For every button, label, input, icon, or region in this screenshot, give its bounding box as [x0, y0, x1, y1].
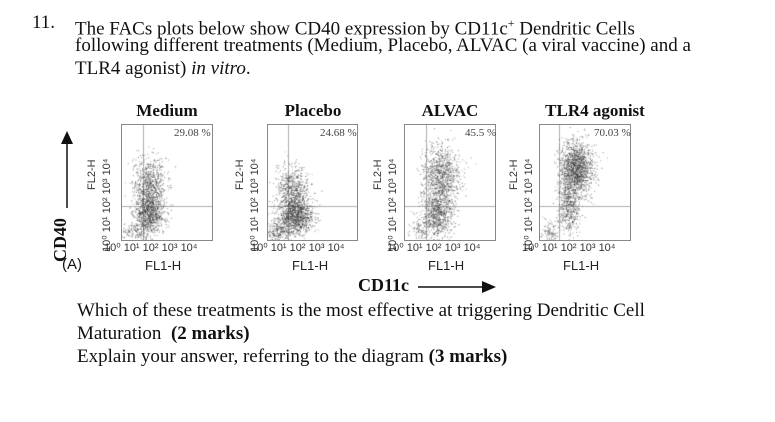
plot-percent-alvac: 45.5 % [465, 127, 497, 139]
scatter-alvac [405, 125, 495, 240]
question-line-3: TLR4 agonist) in vitro. [75, 58, 251, 80]
plot-ylabel-medium: FL2-H [86, 159, 98, 190]
subquestion-1-text: Maturation [77, 323, 171, 344]
plot-percent-placebo: 24.68 % [320, 127, 357, 139]
plot-title-medium: Medium [136, 101, 198, 120]
subquestion-1-line-1: Which of these treatments is the most ef… [77, 300, 645, 321]
panel-label: (A) [62, 256, 82, 273]
plot-xticks-tlr4: 10⁰ 10¹ 10² 10³ 10⁴ [522, 242, 616, 254]
plot-percent-tlr4: 70.03 % [594, 127, 631, 139]
question-number: 11. [32, 12, 56, 33]
plot-ylabel-tlr4: FL2-H [508, 159, 520, 190]
question-line-1-text: The FACs plots below show CD40 expressio… [75, 18, 508, 40]
cd11c-axis-label: CD11c [358, 275, 409, 295]
plot-xlabel-medium: FL1-H [145, 258, 182, 273]
subquestion-2-marks: (3 marks) [428, 346, 508, 367]
plot-yticks-tlr4: 10⁰ 10¹ 10² 10³ 10⁴ [523, 158, 535, 252]
question-line-1-end: Dendritic Cells [514, 18, 635, 40]
plot-title-tlr4: TLR4 agonist [545, 101, 645, 120]
figure-facs: CD40 (A) Medium FL2-H 10⁰ 10¹ 10² 10³ 10… [50, 101, 645, 295]
subquestion-2-text: Explain your answer, referring to the di… [77, 346, 429, 367]
plot-xlabel-placebo: FL1-H [292, 258, 329, 273]
plot-xlabel-tlr4: FL1-H [563, 258, 600, 273]
scatter-placebo [268, 125, 357, 240]
plot-xlabel-alvac: FL1-H [428, 258, 465, 273]
question-line-3-text: TLR4 agonist) [75, 58, 192, 79]
plot-ylabel-placebo: FL2-H [234, 159, 246, 190]
question-line-3-end: . [245, 58, 251, 79]
plot-percent-medium: 29.08 % [174, 127, 211, 139]
plot-xticks-placebo: 10⁰ 10¹ 10² 10³ 10⁴ [251, 242, 345, 254]
plot-title-alvac: ALVAC [421, 101, 479, 120]
subquestion-1-line-2: Maturation (2 marks) [77, 323, 250, 345]
plot-title-placebo: Placebo [284, 101, 342, 120]
plot-xticks-alvac: 10⁰ 10¹ 10² 10³ 10⁴ [387, 242, 481, 254]
superscript-plus: + [507, 16, 515, 30]
scatter-medium [122, 125, 212, 240]
cd40-arrow-icon [61, 131, 73, 208]
plot-yticks-placebo: 10⁰ 10¹ 10² 10³ 10⁴ [249, 158, 261, 252]
in-vitro-italic: in vitro [191, 58, 246, 79]
subquestion-2: Explain your answer, referring to the di… [77, 346, 507, 368]
subquestion-1-marks: (2 marks) [170, 323, 250, 344]
plot-yticks-medium: 10⁰ 10¹ 10² 10³ 10⁴ [101, 158, 113, 252]
scatter-tlr4 [540, 125, 630, 240]
cd11c-arrow-icon [418, 281, 496, 293]
plot-xticks-medium: 10⁰ 10¹ 10² 10³ 10⁴ [104, 242, 198, 254]
plot-yticks-alvac: 10⁰ 10¹ 10² 10³ 10⁴ [387, 158, 399, 252]
question-line-1: The FACs plots below show CD40 expressio… [75, 12, 635, 40]
question-line-2: following different treatments (Medium, … [75, 35, 691, 56]
plot-ylabel-alvac: FL2-H [372, 159, 384, 190]
